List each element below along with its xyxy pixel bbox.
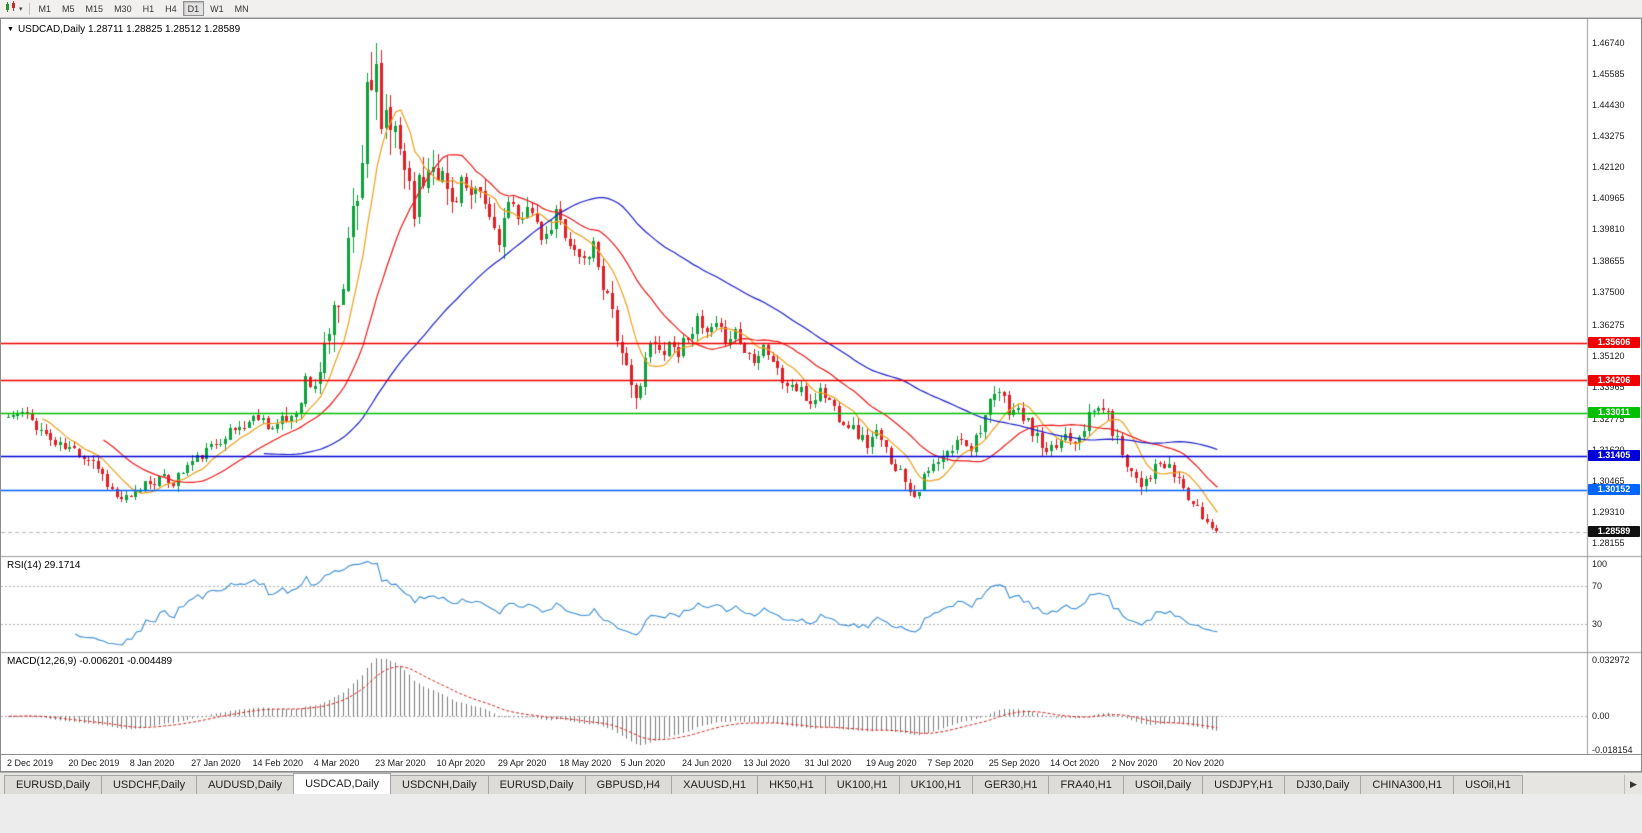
date-label: 25 Sep 2020 bbox=[988, 758, 1040, 768]
date-label: 7 Sep 2020 bbox=[927, 758, 974, 768]
chart-tabs-bar: EURUSD,Daily USDCHF,Daily AUDUSD,Daily USDC… bbox=[0, 772, 1642, 794]
tab-hk50-h1[interactable]: HK50,H1 bbox=[757, 775, 826, 794]
tab-fra40-h1[interactable]: FRA40,H1 bbox=[1048, 775, 1124, 794]
chart-title: ▼ USDCAD,Daily 1.28711 1.28825 1.28512 1… bbox=[7, 24, 240, 35]
tab-dj30-daily[interactable]: DJ30,Daily bbox=[1284, 775, 1362, 794]
timeframe-m5-button[interactable]: M5 bbox=[62, 4, 75, 14]
timeframe-buttons: M1 M5 M15 M30 H1 H4 D1 W1 MN bbox=[34, 1, 255, 16]
tab-uk100-h1[interactable]: UK100,H1 bbox=[898, 775, 974, 794]
timeframe-m15-button[interactable]: M15 bbox=[85, 4, 104, 14]
timeframe-m30-button[interactable]: M30 bbox=[114, 4, 132, 14]
date-label: 2 Nov 2020 bbox=[1111, 758, 1158, 768]
timeframe-m1-button[interactable]: M1 bbox=[38, 4, 52, 14]
date-label: 31 Jul 2020 bbox=[804, 758, 852, 768]
chevron-down-icon: ▾ bbox=[19, 5, 23, 13]
tab-gbpusd-h4[interactable]: GBPUSD,H4 bbox=[584, 775, 673, 794]
date-label: 20 Dec 2019 bbox=[68, 758, 120, 768]
date-label: 5 Jun 2020 bbox=[620, 758, 666, 768]
toolbar-separator bbox=[28, 2, 30, 15]
chart-area[interactable]: ▼ USDCAD,Daily 1.28711 1.28825 1.28512 1… bbox=[1, 19, 1641, 755]
chart-tabs: EURUSD,Daily USDCHF,Daily AUDUSD,Daily USDC… bbox=[0, 773, 1624, 794]
tab-china300-h1[interactable]: CHINA300,H1 bbox=[1360, 775, 1455, 794]
chart-type-button[interactable]: ▾ bbox=[3, 0, 25, 18]
date-label: 29 Apr 2020 bbox=[497, 758, 547, 768]
timeframe-h1-button[interactable]: H1 bbox=[142, 4, 155, 14]
macd-indicator-label: MACD(12,26,9) -0.006201 -0.004489 bbox=[7, 656, 173, 667]
arrow-right-icon: ▶ bbox=[1630, 779, 1637, 789]
tab-usdchf-daily[interactable]: USDCHF,Daily bbox=[100, 775, 198, 794]
date-label: 19 Aug 2020 bbox=[866, 758, 917, 768]
date-label: 18 May 2020 bbox=[559, 758, 612, 768]
date-label: 10 Apr 2020 bbox=[436, 758, 486, 768]
date-label: 8 Jan 2020 bbox=[129, 758, 175, 768]
tabs-scroll-right-button[interactable]: ▶ bbox=[1624, 775, 1642, 794]
timeframe-h4-button[interactable]: H4 bbox=[165, 4, 177, 14]
date-label: 4 Mar 2020 bbox=[313, 758, 360, 768]
symbol-dropdown-icon[interactable]: ▼ bbox=[7, 26, 14, 33]
date-label: 23 Mar 2020 bbox=[375, 758, 426, 768]
chart-icon bbox=[5, 0, 18, 18]
tab-ger30-h1[interactable]: GER30,H1 bbox=[972, 775, 1050, 794]
tab-xauusd-h1[interactable]: XAUUSD,H1 bbox=[671, 775, 759, 794]
date-label: 14 Oct 2020 bbox=[1050, 758, 1100, 768]
tab-usoil-h1[interactable]: USOil,H1 bbox=[1453, 775, 1523, 794]
chart-window: ▼ USDCAD,Daily 1.28711 1.28825 1.28512 1… bbox=[0, 18, 1642, 772]
rsi-indicator-label: RSI(14) 29.1714 bbox=[7, 560, 81, 571]
date-label: 20 Nov 2020 bbox=[1172, 758, 1224, 768]
tab-eurusd-daily[interactable]: EURUSD,Daily bbox=[487, 775, 586, 794]
date-label: 14 Feb 2020 bbox=[252, 758, 303, 768]
time-axis[interactable]: 2 Dec 2019 20 Dec 2019 8 Jan 2020 27 Jan 20… bbox=[1, 754, 1641, 771]
timeframe-w1-button[interactable]: W1 bbox=[210, 4, 224, 14]
date-label: 24 Jun 2020 bbox=[681, 758, 732, 768]
tab-usdjpy-h1[interactable]: USDJPY,H1 bbox=[1202, 775, 1286, 794]
ohlc-readout: USDCAD,Daily 1.28711 1.28825 1.28512 1.2… bbox=[17, 24, 241, 35]
tab-usdcnh-daily[interactable]: USDCNH,Daily bbox=[390, 775, 489, 794]
tab-uk100-h1[interactable]: UK100,H1 bbox=[824, 775, 900, 794]
tab-eurusd-daily[interactable]: EURUSD,Daily bbox=[4, 775, 102, 794]
timeframe-d1-button[interactable]: D1 bbox=[182, 1, 205, 16]
period-toolbar: ▾ M1 M5 M15 M30 H1 H4 D1 W1 MN bbox=[0, 0, 1642, 18]
date-label: 27 Jan 2020 bbox=[191, 758, 241, 768]
tab-usoil-daily[interactable]: USOil,Daily bbox=[1122, 775, 1204, 794]
bottom-filler bbox=[0, 794, 1642, 833]
date-label: 2 Dec 2019 bbox=[7, 758, 54, 768]
timeframe-mn-button[interactable]: MN bbox=[234, 4, 249, 14]
tab-audusd-daily[interactable]: AUDUSD,Daily bbox=[196, 775, 295, 794]
date-label: 13 Jul 2020 bbox=[743, 758, 790, 768]
chart-canvas[interactable] bbox=[1, 19, 1641, 754]
tab-usdcad-daily[interactable]: USDCAD,Daily bbox=[293, 773, 392, 794]
